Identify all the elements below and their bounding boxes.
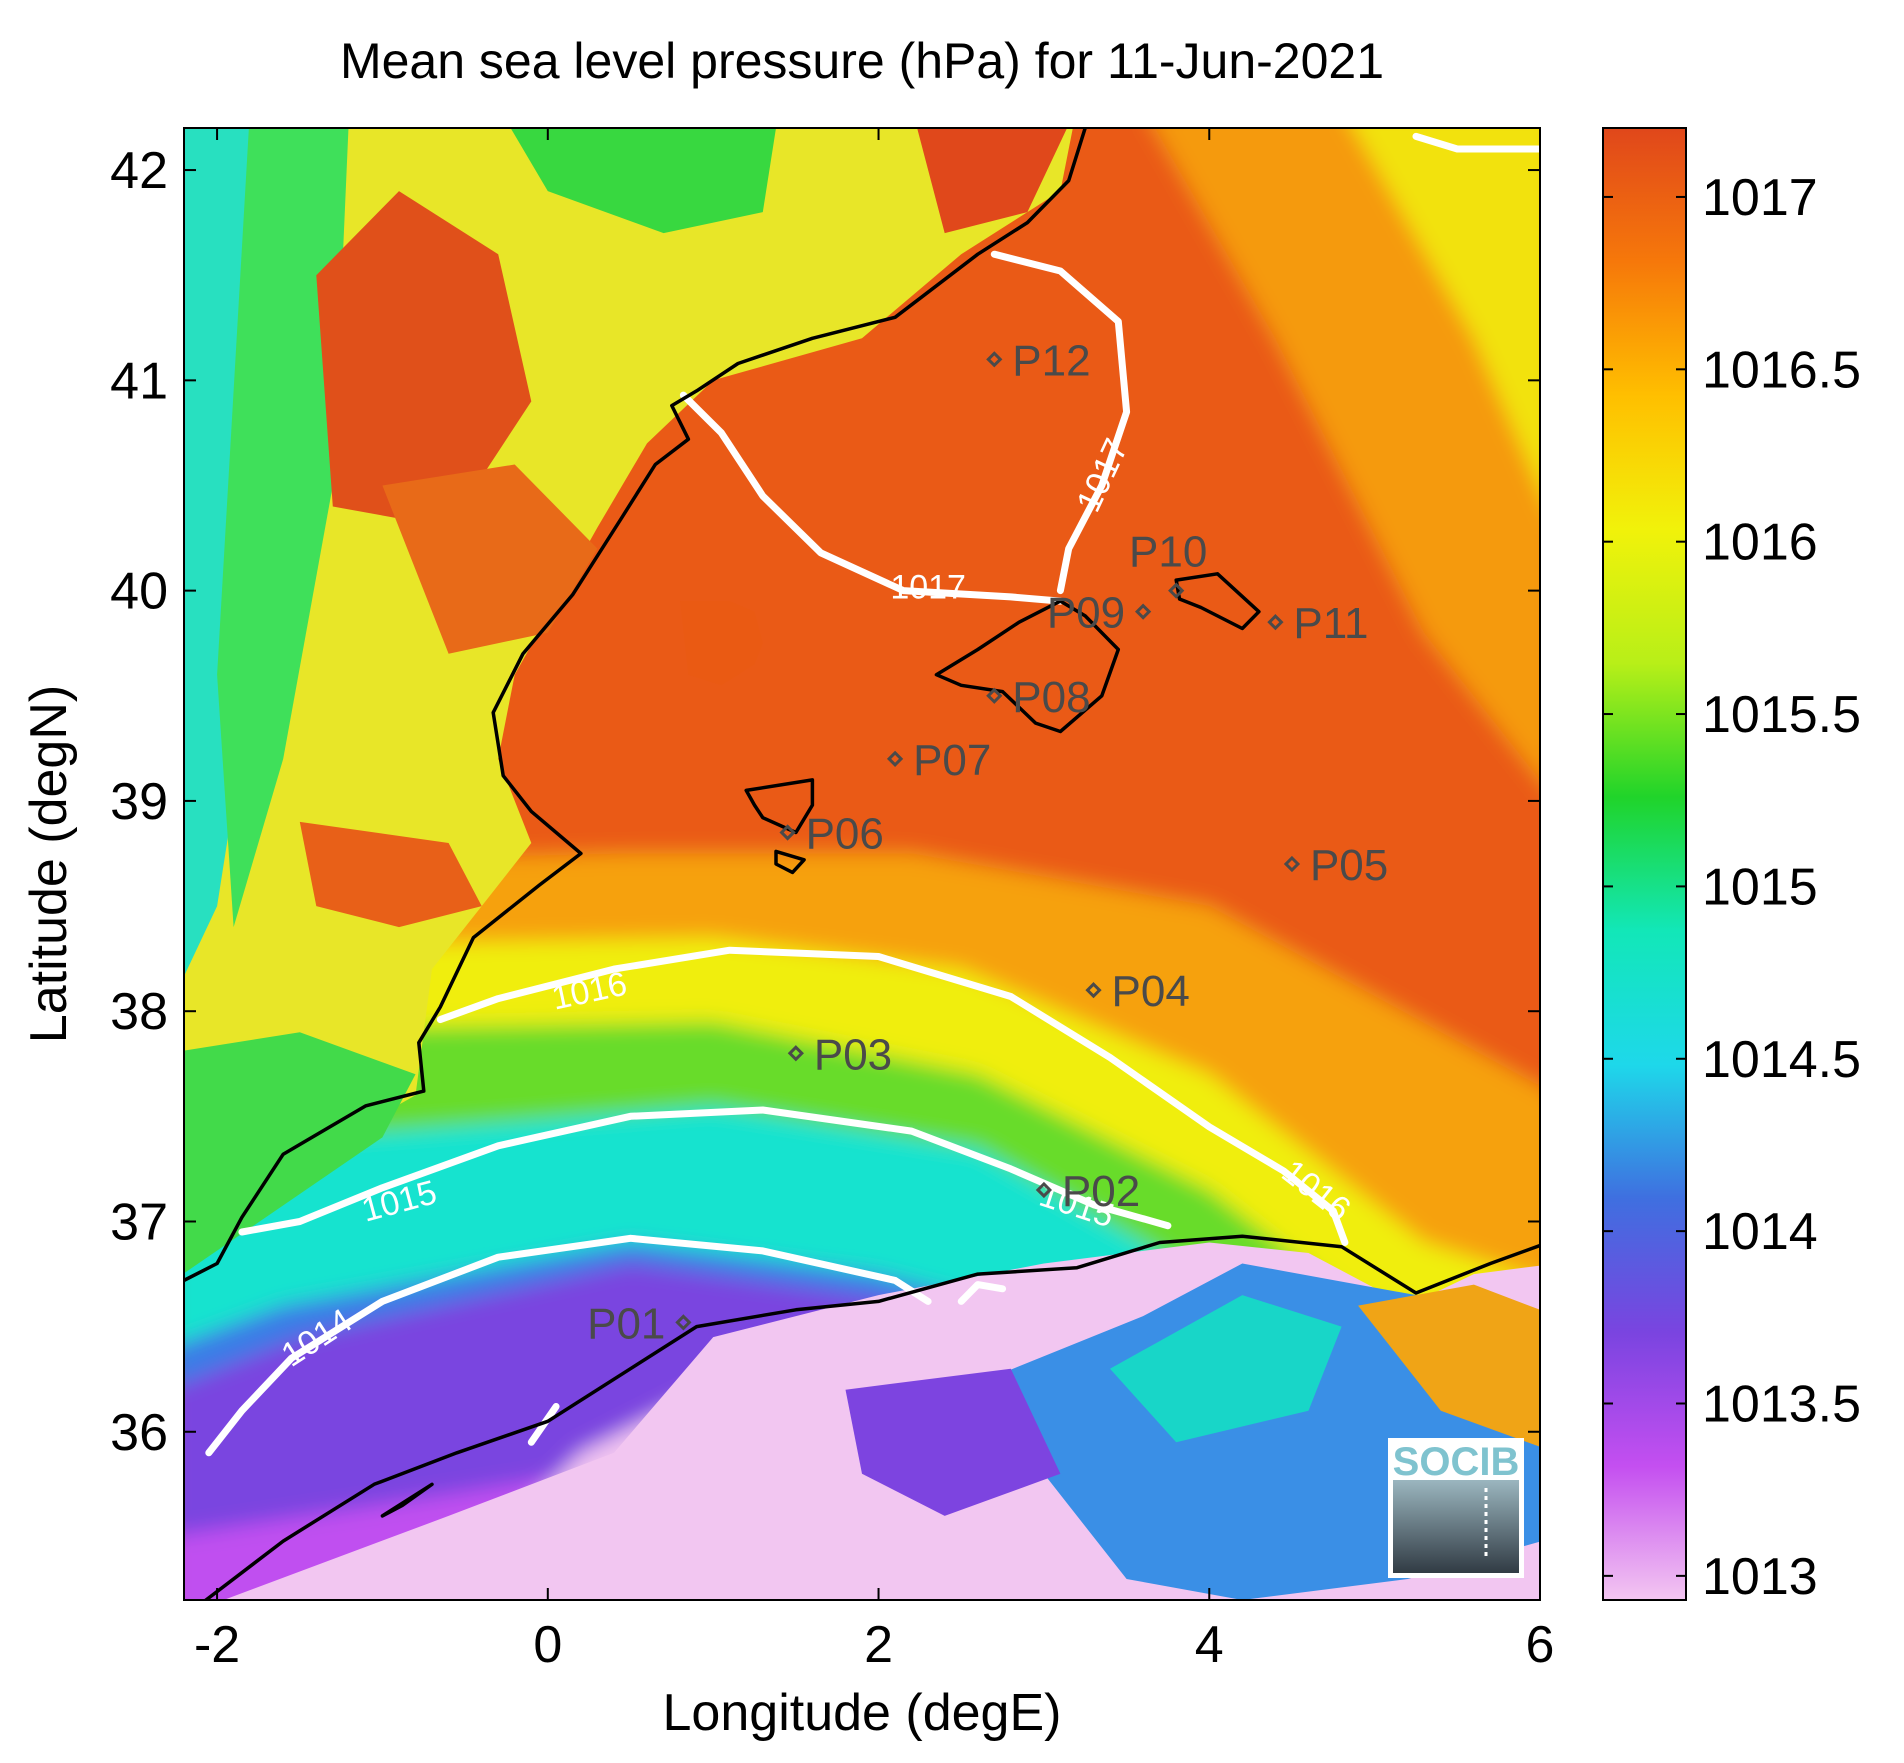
x-tick-label: 0: [533, 1616, 562, 1674]
y-axis: 36 37 38 39 40 41 42: [110, 142, 1540, 1462]
station-marker: [1283, 855, 1301, 873]
station-marker: [1267, 614, 1284, 631]
field-east-yellow: [1353, 128, 1540, 490]
coast-iberia: [184, 128, 1087, 1282]
coast-ibiza: [744, 778, 815, 835]
coast-africa: [203, 1234, 1540, 1600]
station-marker: [986, 687, 1003, 704]
station-label: P05: [1310, 841, 1388, 890]
x-axis-label: Longitude (degE): [663, 1684, 1062, 1742]
x-tick-label: 4: [1195, 1616, 1224, 1674]
station-marker: [779, 824, 796, 841]
station-label: P08: [1012, 673, 1090, 722]
colorbar-tick-label: 1014: [1702, 1203, 1818, 1261]
colorbar-tick-label: 1016.5: [1702, 341, 1861, 399]
colorbar-tick-label: 1015.5: [1702, 686, 1861, 744]
station-label: P10: [1129, 528, 1207, 577]
y-axis-label: Latitude (degN): [20, 685, 78, 1043]
station-label: P02: [1062, 1167, 1140, 1216]
land-africa-cyan: [1110, 1295, 1342, 1443]
colorbar-tick-label: 1013.5: [1702, 1376, 1861, 1434]
x-tick-label: -2: [194, 1616, 240, 1674]
station-marker: [1035, 1181, 1053, 1199]
x-tick-label: 2: [864, 1616, 893, 1674]
isobar-1015: [238, 1106, 1172, 1236]
coast-formentera: [774, 849, 806, 875]
colorbar-tick-label: 1016: [1702, 514, 1818, 572]
contour-label: 1017: [890, 568, 966, 606]
x-axis: -2 0 2 4 6: [194, 128, 1555, 1674]
land-south-orange: [299, 821, 482, 928]
station-label: P03: [814, 1030, 892, 1079]
station-label: P09: [1047, 589, 1125, 638]
station-marker: [1085, 982, 1102, 999]
isobar-1014: [205, 1234, 932, 1457]
station-marker: [886, 750, 904, 767]
y-tick-label: 36: [110, 1404, 168, 1462]
isobar-1016: [436, 946, 1349, 1246]
station-marker: [675, 1314, 692, 1331]
land-high-a: [316, 191, 532, 528]
station-label: P06: [806, 809, 884, 858]
chart-title: Mean sea level pressure (hPa) for 11-Jun…: [340, 33, 1384, 89]
land-west-green: [217, 128, 349, 928]
map-frame: [183, 127, 1541, 1601]
station-label: P01: [587, 1299, 665, 1348]
station-label: P12: [1012, 336, 1090, 385]
y-tick-label: 38: [110, 983, 168, 1041]
isobar-1017-a: [679, 391, 1064, 605]
land-south-green: [184, 1032, 416, 1274]
station-label: P04: [1112, 967, 1190, 1016]
colorbar-tick-label: 1015: [1702, 858, 1818, 916]
coast-menorca: [1174, 572, 1261, 631]
y-tick-label: 40: [110, 563, 168, 621]
colorbar-tick-label: 1014.5: [1702, 1031, 1861, 1089]
land-fill-dummy: [680, 601, 763, 686]
station-label: P07: [913, 736, 991, 785]
colorbar-gradient: [1602, 127, 1687, 1601]
land-africa-orange: [1358, 1284, 1540, 1447]
land-north-green: [510, 128, 777, 234]
x-tick-label: 6: [1526, 1616, 1555, 1674]
isobar-1014-c: [957, 1281, 1007, 1305]
station-marker: [787, 1045, 804, 1062]
colorbar-ticks: 1013 1013.5 1014 1014.5 1015 1015.5 1016 1016.5…: [1603, 169, 1861, 1606]
station-marker: [1134, 603, 1152, 620]
y-tick-label: 39: [110, 773, 168, 831]
station-marker: [986, 351, 1003, 368]
logo-text: SOCIB: [1393, 1440, 1520, 1484]
coast-sebkha: [380, 1482, 434, 1518]
y-tick-label: 42: [110, 142, 168, 200]
station-label: P11: [1293, 599, 1368, 648]
station-marker: [1168, 582, 1185, 599]
land-africa-indigo: [845, 1368, 1061, 1516]
colorbar: 1013 1013.5 1014 1014.5 1015 1015.5 1016 1016.5…: [1602, 127, 1861, 1606]
isobar-1017-c: [1412, 132, 1540, 153]
y-tick-label: 41: [110, 352, 168, 410]
socib-logo: SOCIB: [1388, 1438, 1524, 1578]
colorbar-tick-label: 1013: [1702, 1548, 1818, 1606]
isobar-1017-b: [990, 250, 1131, 595]
y-tick-label: 37: [110, 1193, 168, 1251]
land-high-b: [382, 464, 598, 654]
isobar-contours: [205, 132, 1540, 1457]
colorbar-tick-label: 1017: [1702, 169, 1818, 227]
land-northeast: [917, 128, 1068, 234]
field-east-orange: [1155, 128, 1540, 780]
